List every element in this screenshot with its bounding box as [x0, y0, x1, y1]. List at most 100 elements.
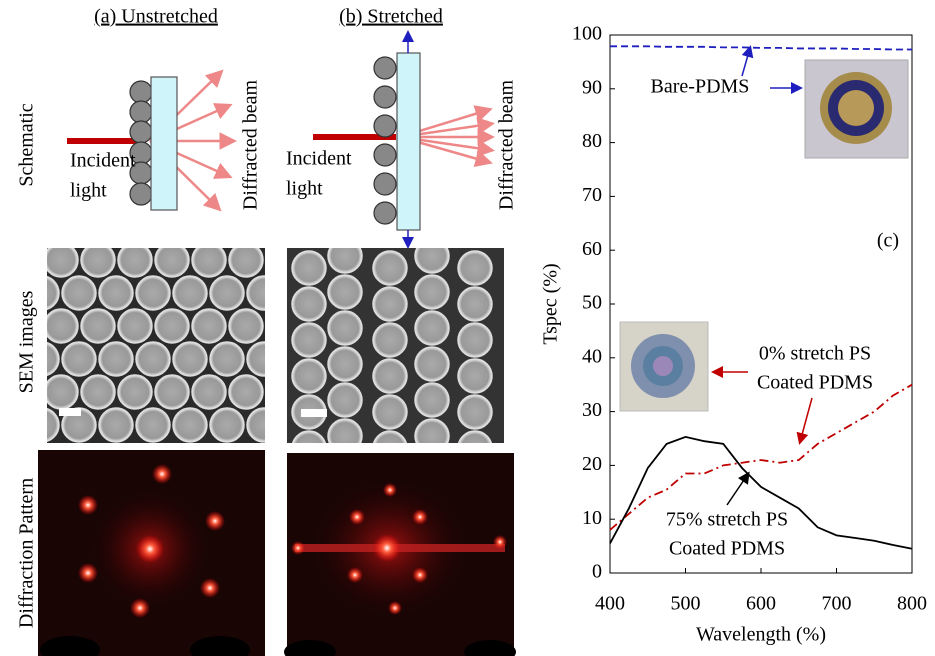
- column-title: (b) Stretched: [339, 6, 443, 28]
- sphere: [373, 323, 407, 357]
- sphere: [292, 251, 326, 285]
- sphere: [7, 243, 41, 277]
- sphere: [99, 408, 133, 442]
- sphere: [99, 276, 133, 310]
- y-tick-label: 100: [572, 23, 602, 45]
- schematic-b: [313, 33, 490, 246]
- sphere: [247, 342, 281, 376]
- sem-image-a: [7, 243, 318, 443]
- sphere: [415, 275, 449, 309]
- panel-label: (c): [877, 230, 899, 252]
- sphere: [415, 311, 449, 345]
- y-tick-label: 70: [582, 184, 602, 206]
- annotation-arrow: [727, 474, 748, 505]
- y-tick-label: 10: [582, 507, 602, 529]
- sphere: [328, 383, 362, 417]
- sphere: [229, 243, 263, 277]
- sphere: [155, 375, 189, 409]
- sphere: [25, 408, 59, 442]
- sphere: [229, 309, 263, 343]
- annotation-arrow: [742, 48, 750, 76]
- sphere: [118, 243, 152, 277]
- sphere: [44, 243, 78, 277]
- sphere: [192, 309, 226, 343]
- sphere: [292, 359, 326, 393]
- diffracted-label: Diffracted beam: [240, 80, 262, 211]
- row-label: Diffraction Pattern: [16, 478, 38, 628]
- sphere: [458, 359, 492, 393]
- sphere: [136, 342, 170, 376]
- sphere: [415, 383, 449, 417]
- y-tick-label: 40: [582, 345, 602, 367]
- diffracted-label: Diffracted beam: [496, 80, 518, 211]
- annotation: 0% stretch PS: [759, 343, 871, 365]
- sphere: [99, 342, 133, 376]
- figure: (a) Unstretched (b) Stretched Schematic …: [0, 0, 935, 656]
- sphere: [210, 276, 244, 310]
- sphere: [328, 275, 362, 309]
- sphere: [118, 375, 152, 409]
- incident-label: Incident: [70, 150, 136, 172]
- sphere: [210, 342, 244, 376]
- sphere: [415, 419, 449, 453]
- annotation: Coated PDMS: [669, 538, 785, 560]
- annotation: Bare-PDMS: [651, 76, 750, 98]
- inset-photo: [620, 322, 708, 411]
- x-tick-label: 400: [595, 593, 625, 615]
- sphere: [458, 395, 492, 429]
- sphere: [328, 239, 362, 273]
- sphere: [373, 251, 407, 285]
- sphere: [118, 309, 152, 343]
- incident-label: light: [70, 180, 107, 202]
- sphere: [155, 309, 189, 343]
- annotation-arrow: [800, 398, 812, 442]
- sphere: [81, 243, 115, 277]
- sphere: [415, 347, 449, 381]
- sphere: [328, 347, 362, 381]
- sphere: [328, 419, 362, 453]
- annotation: Coated PDMS: [757, 372, 873, 394]
- sphere: [373, 287, 407, 321]
- sphere: [292, 287, 326, 321]
- sphere: [62, 342, 96, 376]
- sphere: [458, 251, 492, 285]
- sphere: [81, 309, 115, 343]
- sphere: [458, 287, 492, 321]
- y-tick-label: 80: [582, 130, 602, 152]
- row-label: SEM images: [16, 290, 38, 393]
- y-tick-label: 90: [582, 76, 602, 98]
- diffraction-a: [38, 450, 265, 656]
- incident-label: Incident: [286, 148, 352, 170]
- y-tick-label: 20: [582, 453, 602, 475]
- y-tick-label: 50: [582, 292, 602, 314]
- x-tick-label: 500: [671, 593, 701, 615]
- series-line: [610, 46, 912, 49]
- y-tick-label: 0: [592, 561, 602, 583]
- sphere: [136, 408, 170, 442]
- sphere: [292, 323, 326, 357]
- inset-photo: [805, 60, 908, 158]
- annotation: 75% stretch PS: [666, 509, 788, 531]
- sphere: [81, 375, 115, 409]
- sphere: [44, 309, 78, 343]
- column-title: (a) Unstretched: [94, 6, 218, 28]
- x-tick-label: 800: [897, 593, 927, 615]
- x-tick-label: 700: [822, 593, 852, 615]
- sphere: [44, 375, 78, 409]
- y-tick-label: 30: [582, 399, 602, 421]
- sphere: [373, 359, 407, 393]
- sphere: [192, 375, 226, 409]
- y-tick-label: 60: [582, 238, 602, 260]
- x-tick-label: 600: [746, 593, 776, 615]
- row-label: Schematic: [16, 103, 38, 186]
- sphere: [415, 239, 449, 273]
- sphere: [173, 408, 207, 442]
- sphere: [155, 243, 189, 277]
- sphere: [136, 276, 170, 310]
- sphere: [247, 408, 281, 442]
- diffraction-b: [284, 453, 516, 656]
- x-axis-label: Wavelength (%): [696, 624, 826, 646]
- sphere: [458, 323, 492, 357]
- y-axis-label: Tspec (%): [540, 263, 562, 344]
- sphere: [229, 375, 263, 409]
